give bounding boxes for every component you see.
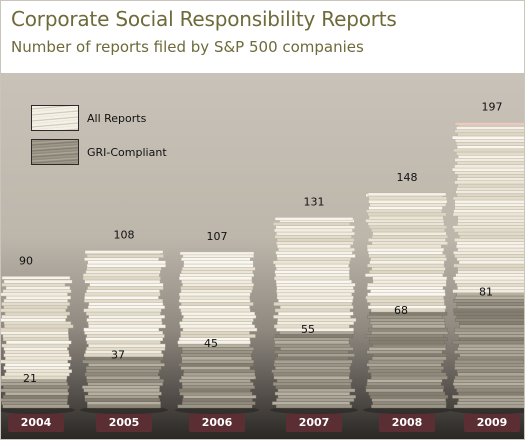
chart-subtitle: Number of reports filed by S&P 500 compa… — [11, 38, 364, 56]
data-label-all-2007: 131 — [304, 195, 325, 208]
bar-2009 — [450, 122, 524, 414]
data-label-gri-2005: 37 — [111, 349, 125, 362]
tick-label-2009: 2009 — [464, 414, 520, 432]
paper-stack-dark-icon — [31, 139, 79, 165]
tick-label-2005: 2005 — [96, 414, 152, 432]
bar-2007 — [270, 217, 358, 414]
legend-item-all-reports: All Reports — [31, 101, 167, 135]
paper-stack-light-icon — [31, 105, 79, 131]
chart-header: Corporate Social Responsibility Reports … — [1, 1, 524, 73]
tick-label-2007: 2007 — [286, 414, 342, 432]
legend-label-all-reports: All Reports — [87, 111, 147, 125]
legend-item-gri-compliant: GRI-Compliant — [31, 135, 167, 169]
bar-2008 — [363, 192, 451, 414]
data-label-all-2008: 148 — [397, 171, 418, 184]
legend-label-gri-compliant: GRI-Compliant — [87, 145, 167, 159]
chart-svg: 90 21 108 37 107 45 131 55 148 68 197 81 — [1, 100, 524, 414]
chart-title: Corporate Social Responsibility Reports — [11, 7, 397, 31]
tick-label-2008: 2008 — [379, 414, 435, 432]
tick-label-2004: 2004 — [8, 414, 64, 432]
bar-2006 — [175, 251, 259, 414]
data-label-all-2009: 197 — [482, 100, 503, 113]
data-label-all-2004: 90 — [19, 254, 33, 267]
data-label-gri-2007: 55 — [301, 323, 315, 336]
legend: All Reports GRI-Compliant — [31, 101, 167, 169]
data-label-gri-2006: 45 — [204, 337, 218, 350]
data-label-all-2005: 108 — [114, 229, 135, 242]
plot-area: 90 21 108 37 107 45 131 55 148 68 197 81 All Report… — [1, 73, 524, 439]
bar-2005 — [80, 250, 168, 414]
data-label-gri-2009: 81 — [479, 285, 493, 298]
data-label-gri-2008: 68 — [394, 304, 408, 317]
bar-2004 — [1, 276, 75, 414]
data-label-gri-2004: 21 — [23, 372, 37, 385]
tick-label-2006: 2006 — [189, 414, 245, 432]
data-label-all-2006: 107 — [207, 230, 228, 243]
